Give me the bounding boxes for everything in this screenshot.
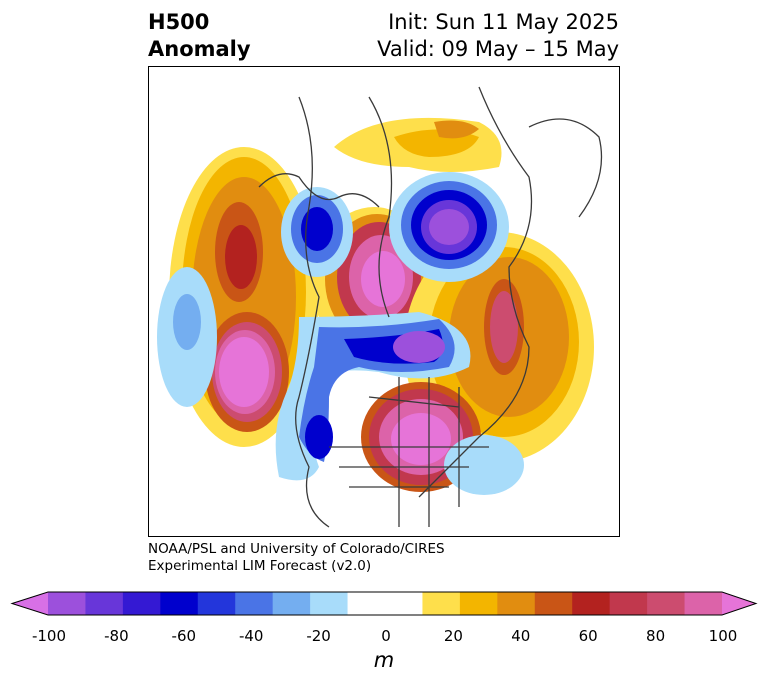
coastlines — [258, 86, 603, 528]
credit-line-2: Experimental LIM Forecast (v2.0) — [148, 558, 372, 574]
title-variable: H500 — [148, 10, 210, 34]
colorbar-tick-label: 40 — [511, 627, 531, 645]
colorbar-tick-label: 80 — [646, 627, 666, 645]
negative-anomaly-fields — [157, 172, 524, 495]
map-title-left: H500 Anomaly — [148, 9, 251, 63]
anomaly-map — [148, 66, 620, 537]
colorbar-segment — [647, 592, 686, 615]
credit-text: NOAA/PSL and University of Colorado/CIRE… — [148, 541, 445, 575]
map-title-right: Init: Sun 11 May 2025 Valid: 09 May – 15… — [377, 9, 619, 63]
colorbar-tick-label: -40 — [238, 627, 264, 645]
colorbar-outline — [10, 591, 758, 616]
colorbar-segment — [385, 592, 423, 615]
colorbar-segment — [347, 592, 386, 615]
colorbar-tick-label: -80 — [104, 627, 129, 645]
colorbar-segment — [572, 592, 611, 615]
colorbar-segment — [609, 592, 648, 615]
colorbar-segment — [497, 592, 536, 615]
credit-line-1: NOAA/PSL and University of Colorado/CIRE… — [148, 541, 445, 557]
colorbar-segment — [684, 592, 723, 615]
colorbar-tick-label: 0 — [381, 627, 391, 645]
colorbar-segment — [85, 592, 124, 615]
colorbar-tick-label: 20 — [443, 627, 463, 645]
colorbar-segment — [422, 592, 461, 615]
colorbar-unit: m — [373, 648, 395, 672]
colorbar-extend-low — [12, 592, 48, 615]
valid-range: Valid: 09 May – 15 May — [377, 37, 619, 61]
colorbar-tick-label: -100 — [31, 627, 67, 645]
colorbar-segment — [272, 592, 311, 615]
positive-anomaly-fields — [169, 117, 594, 492]
colorbar-segment — [48, 592, 86, 615]
colorbar-segment — [310, 592, 349, 615]
colorbar-tick-label: 100 — [708, 627, 738, 645]
colorbar-segment — [160, 592, 199, 615]
colorbar-segment — [235, 592, 274, 615]
colorbar-segments — [10, 591, 758, 616]
colorbar-segment — [459, 592, 498, 615]
colorbar-tick-label: 60 — [578, 627, 598, 645]
colorbar-tick-label: -60 — [171, 627, 197, 645]
colorbar-segment — [122, 592, 161, 615]
colorbar-extend-high — [722, 592, 756, 615]
colorbar — [10, 591, 758, 616]
colorbar-segment — [197, 592, 236, 615]
colorbar-tick-label: -20 — [306, 627, 331, 645]
colorbar-segment — [534, 592, 573, 615]
title-field: Anomaly — [148, 37, 251, 61]
anomaly-map-canvas — [157, 86, 603, 528]
init-date: Init: Sun 11 May 2025 — [388, 10, 619, 34]
